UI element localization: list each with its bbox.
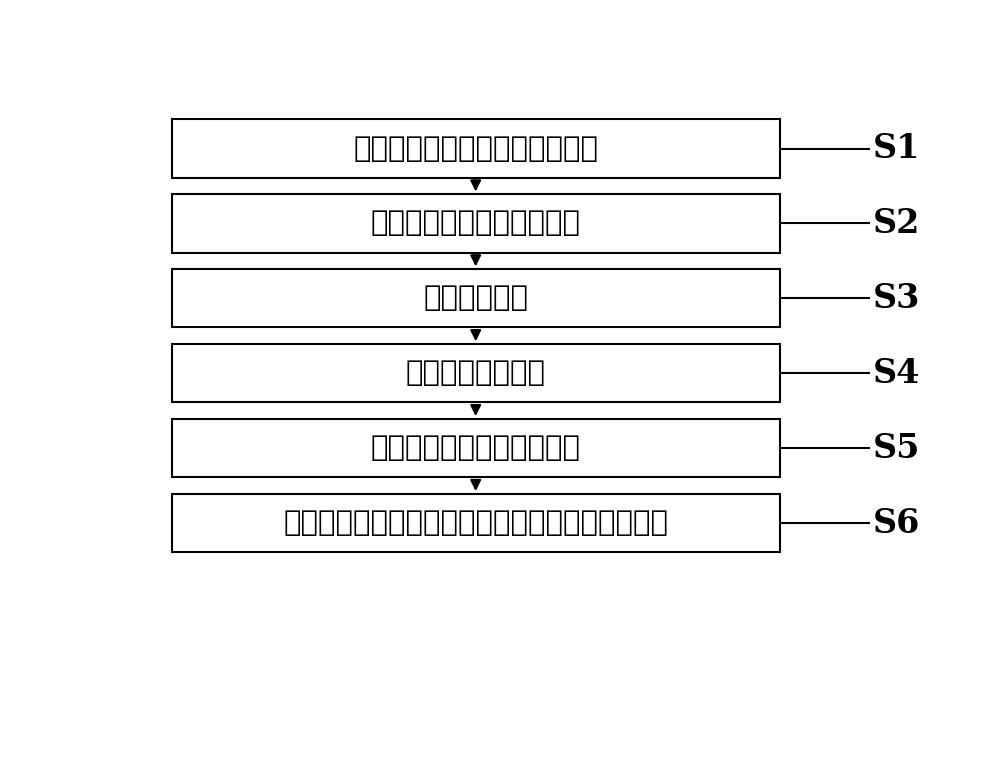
Text: S3: S3	[873, 282, 920, 315]
Bar	[172, 419, 780, 477]
Bar	[172, 269, 780, 327]
Text: 匹配气象数据: 匹配气象数据	[423, 284, 528, 313]
Text: 叠加潜在源区重要性分指数，得到综合重要性分布: 叠加潜在源区重要性分指数，得到综合重要性分布	[283, 509, 668, 537]
Text: 运用多方法对轨迹统计分析: 运用多方法对轨迹统计分析	[371, 434, 581, 462]
Text: S6: S6	[873, 506, 920, 540]
Bar	[172, 494, 780, 552]
Text: 模拟气团运动轨迹: 模拟气团运动轨迹	[406, 359, 546, 388]
Text: S1: S1	[873, 132, 920, 165]
Text: S5: S5	[873, 432, 920, 465]
Bar	[172, 344, 780, 402]
Text: 对污染物数据进行分型处理: 对污染物数据进行分型处理	[371, 209, 581, 238]
Bar	[172, 120, 780, 178]
Bar	[172, 195, 780, 252]
Text: 获取目标点污染物浓度监测数据: 获取目标点污染物浓度监测数据	[353, 134, 598, 163]
Text: S2: S2	[873, 207, 920, 240]
Text: S4: S4	[873, 357, 920, 390]
